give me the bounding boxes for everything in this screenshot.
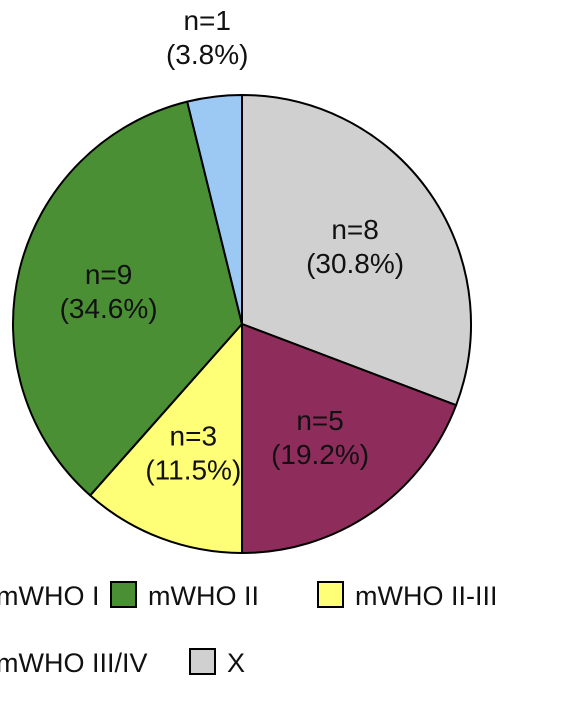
slice-percent-label: (34.6%): [60, 293, 158, 324]
legend-label: mWHO II: [148, 581, 259, 611]
pie-slice-mwho-iii-iv: [241, 323, 458, 554]
legend-label: X: [227, 648, 245, 678]
pie-slice-mwho-ii: [12, 100, 243, 497]
slice-percent-label: (30.8%): [306, 248, 404, 279]
slice-percent-label: (3.8%): [166, 39, 248, 70]
slice-percent-label: (19.2%): [271, 439, 369, 470]
pie-slice-mwho-i: [186, 94, 243, 325]
pie-slice-labels: n=8(30.8%) n=5(19.2%) n=3(11.5%) n=9(34.6%)…: [60, 5, 405, 485]
pie-slices: [12, 94, 472, 554]
legend-label: mWHO I: [0, 581, 99, 611]
chart-legend: mWHO I mWHO II mWHO II-III mWHO III/IV X: [0, 581, 497, 678]
slice-count-label: n=8: [331, 214, 379, 245]
legend-swatch: [110, 581, 137, 608]
legend-swatch: [317, 581, 344, 608]
pie-slice-x: [241, 94, 472, 407]
slice-count-label: n=1: [183, 5, 231, 36]
slice-count-label: n=3: [170, 421, 218, 452]
pie-slice-mwho-ii-iii: [89, 323, 243, 554]
legend-label: mWHO III/IV: [0, 648, 148, 678]
legend-label: mWHO II-III: [355, 581, 497, 611]
slice-count-label: n=9: [85, 259, 133, 290]
slice-percent-label: (11.5%): [145, 455, 241, 486]
slice-count-label: n=5: [296, 405, 344, 436]
legend-swatch: [189, 648, 216, 675]
